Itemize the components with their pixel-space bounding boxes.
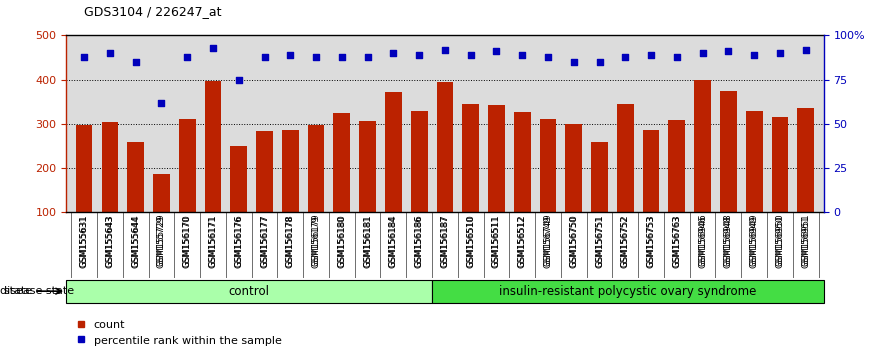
Bar xyxy=(432,280,824,303)
Bar xyxy=(463,104,479,212)
Point xyxy=(206,45,220,51)
Point xyxy=(566,59,581,65)
Point xyxy=(773,50,787,56)
Bar xyxy=(256,131,273,212)
Bar xyxy=(101,122,118,212)
Text: GSM156750: GSM156750 xyxy=(569,216,578,268)
Bar xyxy=(746,110,763,212)
Bar xyxy=(591,143,608,212)
Text: GSM156752: GSM156752 xyxy=(621,216,630,268)
Text: GSM156749: GSM156749 xyxy=(544,216,552,268)
Point xyxy=(283,52,297,58)
Point xyxy=(541,54,555,59)
Point xyxy=(103,50,117,56)
Text: GSM156951: GSM156951 xyxy=(801,216,811,268)
Bar xyxy=(359,121,376,212)
Text: GSM156950: GSM156950 xyxy=(775,216,784,268)
Point xyxy=(386,50,400,56)
Point xyxy=(747,52,761,58)
Point xyxy=(335,54,349,59)
Text: insulin-resistant polycystic ovary syndrome: insulin-resistant polycystic ovary syndr… xyxy=(500,285,757,298)
Bar xyxy=(694,80,711,212)
Bar xyxy=(307,125,324,212)
Text: disease state: disease state xyxy=(0,286,78,296)
Text: GSM155643: GSM155643 xyxy=(106,216,115,268)
Text: GSM155631: GSM155631 xyxy=(79,216,89,268)
Text: GSM156753: GSM156753 xyxy=(647,216,655,268)
Bar xyxy=(385,92,402,212)
Bar xyxy=(772,117,788,212)
Bar xyxy=(720,91,737,212)
Point xyxy=(644,52,658,58)
Bar xyxy=(488,105,505,212)
Text: GSM156511: GSM156511 xyxy=(492,216,501,268)
Point xyxy=(696,50,710,56)
Text: GSM156946: GSM156946 xyxy=(698,216,707,268)
Bar xyxy=(179,119,196,212)
Bar xyxy=(797,108,814,212)
Point xyxy=(360,54,374,59)
Bar xyxy=(204,80,221,212)
Point xyxy=(618,54,633,59)
Point xyxy=(670,54,684,59)
Text: GSM156178: GSM156178 xyxy=(285,216,295,268)
Point xyxy=(77,54,91,59)
Bar xyxy=(539,120,557,212)
Point xyxy=(180,54,194,59)
Text: GSM156177: GSM156177 xyxy=(260,216,269,268)
Bar xyxy=(617,104,633,212)
Text: GSM156186: GSM156186 xyxy=(415,216,424,268)
Text: GSM156751: GSM156751 xyxy=(595,216,604,268)
Text: control: control xyxy=(228,285,270,298)
Text: GSM156180: GSM156180 xyxy=(337,216,346,268)
Text: GSM156187: GSM156187 xyxy=(440,216,449,268)
Bar xyxy=(436,82,454,212)
Bar xyxy=(127,143,144,212)
Bar xyxy=(230,147,247,212)
Point xyxy=(257,54,271,59)
Point xyxy=(154,100,168,105)
Text: GSM156170: GSM156170 xyxy=(182,216,192,268)
Bar xyxy=(643,130,660,212)
Point xyxy=(463,52,478,58)
Text: GSM155644: GSM155644 xyxy=(131,216,140,268)
Text: GSM155729: GSM155729 xyxy=(157,216,166,268)
Text: GSM156171: GSM156171 xyxy=(209,216,218,268)
Bar xyxy=(76,125,93,212)
Text: GSM156949: GSM156949 xyxy=(750,216,759,268)
Bar xyxy=(153,175,170,212)
Text: GSM156184: GSM156184 xyxy=(389,216,398,268)
Text: GSM156510: GSM156510 xyxy=(466,216,475,268)
Point xyxy=(490,48,504,54)
Text: GSM156763: GSM156763 xyxy=(672,216,681,268)
Point xyxy=(232,77,246,82)
Point xyxy=(309,54,323,59)
Bar xyxy=(669,120,685,212)
Bar xyxy=(411,110,427,212)
Point xyxy=(722,48,736,54)
Text: GSM156176: GSM156176 xyxy=(234,216,243,268)
Bar xyxy=(566,124,582,212)
Point xyxy=(412,52,426,58)
Point xyxy=(593,59,607,65)
Legend: count, percentile rank within the sample: count, percentile rank within the sample xyxy=(71,315,286,350)
Text: GSM156181: GSM156181 xyxy=(363,216,372,268)
Text: GDS3104 / 226247_at: GDS3104 / 226247_at xyxy=(84,5,221,18)
Point xyxy=(515,52,529,58)
Point xyxy=(129,59,143,65)
Bar xyxy=(333,113,351,212)
Text: GSM156948: GSM156948 xyxy=(724,216,733,268)
Point xyxy=(799,47,813,52)
Text: GSM156179: GSM156179 xyxy=(312,216,321,268)
Bar xyxy=(66,280,432,303)
Text: disease state: disease state xyxy=(0,286,32,296)
Bar xyxy=(282,130,299,212)
Bar xyxy=(514,112,530,212)
Text: GSM156512: GSM156512 xyxy=(518,216,527,268)
Point xyxy=(438,47,452,52)
